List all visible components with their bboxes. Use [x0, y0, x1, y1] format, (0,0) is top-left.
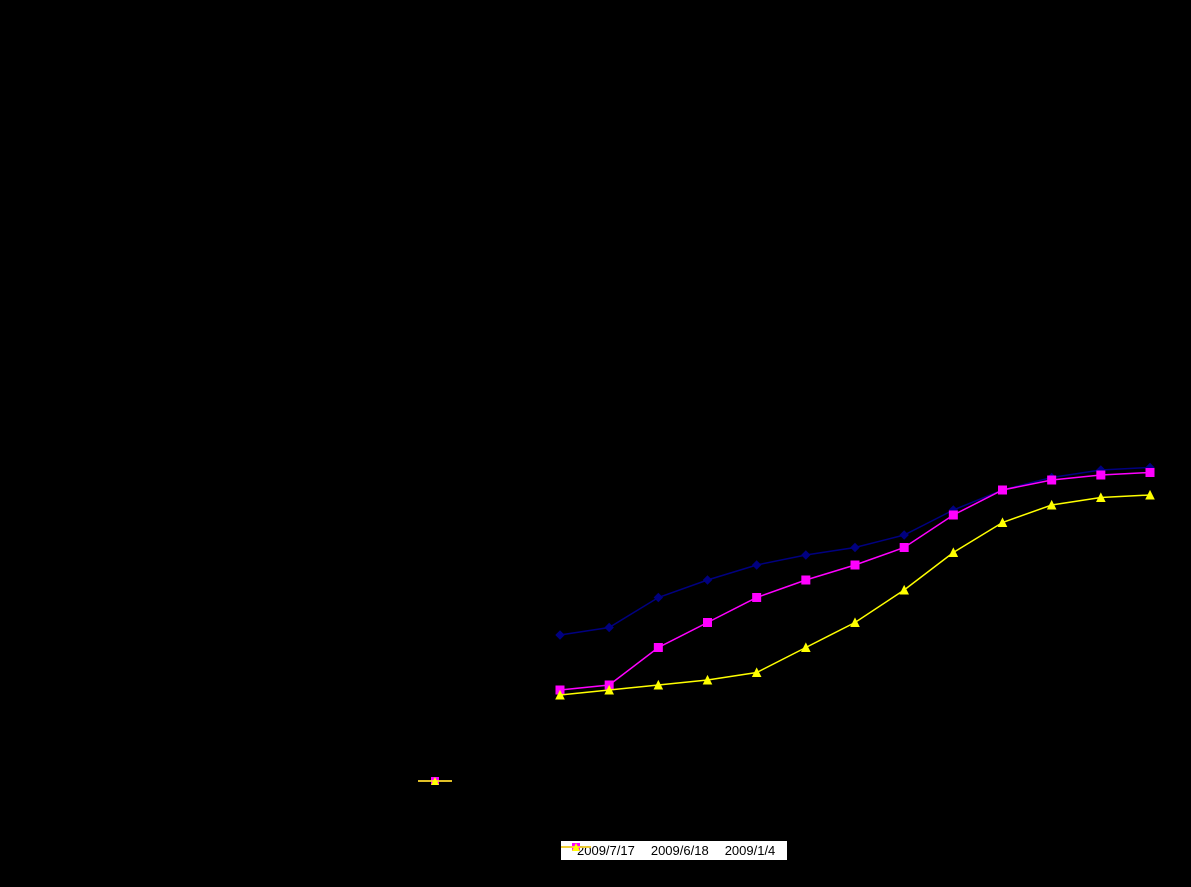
- series-marker: [802, 551, 810, 559]
- legend-label: 2009/1/4: [725, 843, 776, 858]
- series-marker: [704, 619, 712, 627]
- series-marker: [802, 576, 810, 584]
- series-marker: [949, 549, 957, 557]
- series-marker: [556, 631, 564, 639]
- series-marker: [851, 619, 859, 627]
- series-marker: [900, 544, 908, 552]
- legend: 2009/7/172009/6/182009/1/4: [560, 840, 788, 861]
- series-marker: [654, 644, 662, 652]
- series-line: [560, 495, 1150, 695]
- series-marker: [802, 644, 810, 652]
- series-marker: [851, 561, 859, 569]
- series-marker: [999, 486, 1007, 494]
- series-marker: [753, 561, 761, 569]
- series-marker: [999, 519, 1007, 527]
- legend-label: 2009/6/18: [651, 843, 709, 858]
- series-line: [560, 473, 1150, 691]
- legend-item: 2009/6/18: [647, 843, 709, 858]
- series-marker: [949, 511, 957, 519]
- line-chart: [0, 0, 1191, 887]
- series-marker: [1097, 471, 1105, 479]
- chart-container: 2009/7/172009/6/182009/1/4: [0, 0, 1191, 887]
- series-marker: [851, 544, 859, 552]
- series-marker: [605, 624, 613, 632]
- series-marker: [900, 531, 908, 539]
- series-marker: [704, 576, 712, 584]
- series-marker: [1146, 469, 1154, 477]
- legend-item: 2009/1/4: [721, 843, 776, 858]
- series-marker: [654, 594, 662, 602]
- series-marker: [753, 594, 761, 602]
- series-marker: [1048, 476, 1056, 484]
